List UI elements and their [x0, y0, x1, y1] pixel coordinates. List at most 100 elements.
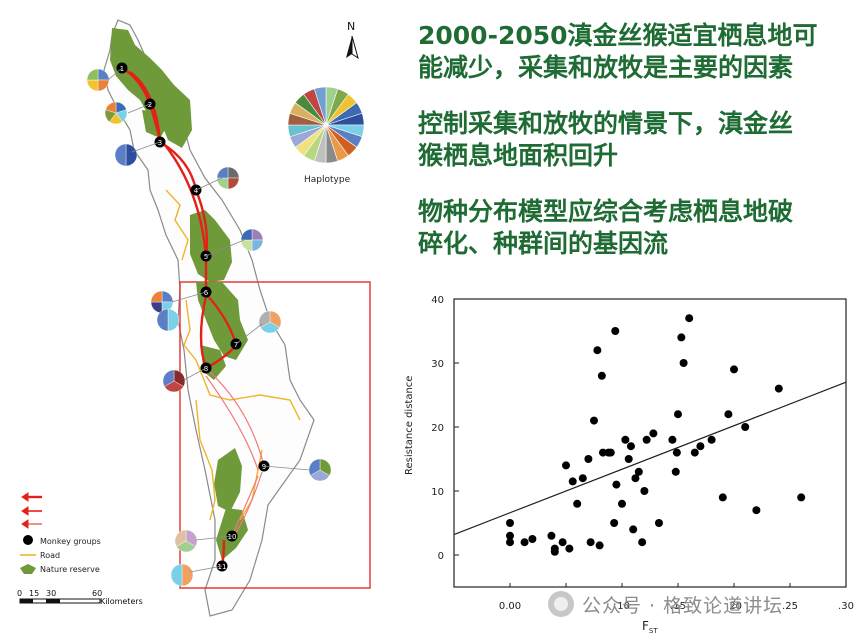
y-tick-label: 10: [431, 487, 444, 498]
pie-icon-slice: [251, 239, 264, 252]
monkey-group-number-1: 1: [120, 65, 124, 73]
data-point: [640, 487, 649, 495]
data-point: [611, 327, 620, 335]
data-point: [612, 480, 621, 489]
bullet-3-line-2: 碎化、种群间的基因流: [418, 229, 669, 258]
focus-box: [179, 281, 371, 589]
legend-road: Road: [40, 551, 60, 560]
bullet-1-line-2: 能减少，采集和放牧是主要的因素: [418, 53, 794, 82]
y-tick-label: 30: [431, 359, 444, 370]
legend-monkey-groups: Monkey groups: [40, 537, 101, 546]
data-point: [573, 499, 582, 508]
scale-tick-30: 30: [46, 589, 56, 598]
pie-icon-slice: [251, 228, 264, 241]
x-axis-label-sub: ST: [649, 627, 658, 635]
pie-icon-slice: [164, 380, 184, 393]
pie-icon-slice: [125, 143, 138, 167]
data-point: [677, 333, 686, 342]
haplotype-pie-icon: [86, 68, 110, 92]
pie-icon-slice: [308, 458, 321, 476]
monkey-group-number-5: 5: [204, 253, 208, 261]
pie-icon-slice: [227, 177, 240, 190]
data-point: [626, 442, 635, 451]
data-point: [520, 538, 529, 547]
y-tick-label: 0: [438, 551, 444, 562]
arrow-legend-icons: [21, 492, 42, 529]
pie-icon-slice: [150, 301, 163, 314]
scale-unit: Kilometers: [100, 597, 143, 606]
haplotype-pie-chart: [287, 86, 365, 164]
leader-lines: [107, 67, 311, 573]
haplotype-pie-icon: [258, 310, 282, 334]
x-tick-label: .15: [670, 601, 686, 612]
data-point: [638, 538, 647, 547]
data-point: [724, 410, 733, 419]
data-point: [642, 435, 651, 444]
x-axis-label-main: F: [642, 619, 649, 633]
pie-icon-slice: [86, 68, 99, 81]
data-point: [624, 455, 633, 463]
data-point: [578, 474, 587, 483]
monkey-group-number-7: 7: [234, 341, 238, 349]
pie-icon-slice: [114, 143, 127, 167]
data-point: [797, 493, 806, 502]
data-point: [547, 531, 556, 540]
data-point: [774, 384, 783, 393]
monkey-group-number-2: 2: [148, 101, 152, 109]
roads: [165, 189, 301, 521]
data-point: [565, 544, 574, 553]
data-point: [528, 535, 537, 543]
data-point: [550, 547, 559, 556]
scale-tick-15: 15: [29, 589, 39, 598]
bullet-2-line-2: 猴栖息地面积回升: [418, 141, 619, 170]
data-point: [631, 474, 640, 483]
haplotype-label: Haplotype: [304, 175, 351, 185]
data-point: [668, 435, 677, 444]
watermark: 公众号 · 格致论道讲坛: [548, 588, 864, 620]
monkey-group-number-8: 8: [204, 365, 208, 373]
data-point: [506, 538, 514, 547]
legend-nature-reserve: Nature reserve: [40, 565, 100, 574]
haplotype-slice: [313, 86, 327, 126]
data-point: [506, 531, 514, 540]
data-point: [610, 519, 619, 527]
pie-icon-slice: [170, 563, 183, 587]
x-tick-label: .20: [726, 601, 742, 612]
watermark-text: 公众号 · 格致论道讲坛: [582, 594, 784, 617]
pie-icon-slice: [310, 469, 330, 482]
monkey-group-number-10: 10: [228, 533, 237, 541]
data-point: [649, 429, 658, 438]
monkey-group-legend-icon: [23, 535, 33, 545]
scale-tick-60: 60: [92, 589, 102, 598]
pie-icon-slice: [176, 540, 196, 553]
haplotype-pie-icon: [156, 308, 180, 332]
north-label: N: [347, 20, 355, 33]
pie-icon-slice: [162, 369, 175, 387]
pie-icon-slice: [181, 563, 194, 587]
data-point: [606, 448, 615, 457]
data-point: [584, 455, 593, 463]
pie-icon-slice: [161, 290, 174, 303]
trendline: [453, 381, 847, 536]
map-canvas: 1 2 3 4 5 6 7 8 9 10 11 N Haplotype: [17, 19, 371, 617]
bullet-1: 2000-2050滇金丝猴适宜栖息地可 能减少，采集和放牧是主要的因素: [418, 20, 858, 84]
reserve-legend-icon: [20, 564, 36, 574]
haplotype-pie-icon: [240, 228, 264, 252]
data-point: [562, 461, 570, 470]
key-points: 2000-2050滇金丝猴适宜栖息地可 能减少，采集和放牧是主要的因素 控制采集…: [404, 0, 864, 270]
data-point: [671, 467, 680, 476]
data-point: [634, 467, 643, 476]
data-point: [741, 423, 750, 431]
data-point: [506, 519, 514, 527]
pie-icon-slice: [240, 228, 253, 241]
data-point: [654, 519, 663, 527]
data-point: [679, 359, 688, 367]
data-point: [685, 314, 694, 323]
monkey-group-number-3: 3: [158, 139, 162, 147]
bullet-3-line-1: 物种分布模型应综合考虑栖息地破: [418, 197, 794, 226]
data-point: [595, 541, 604, 550]
haplotype-pie-icon: [150, 290, 174, 314]
data-point: [690, 448, 699, 457]
